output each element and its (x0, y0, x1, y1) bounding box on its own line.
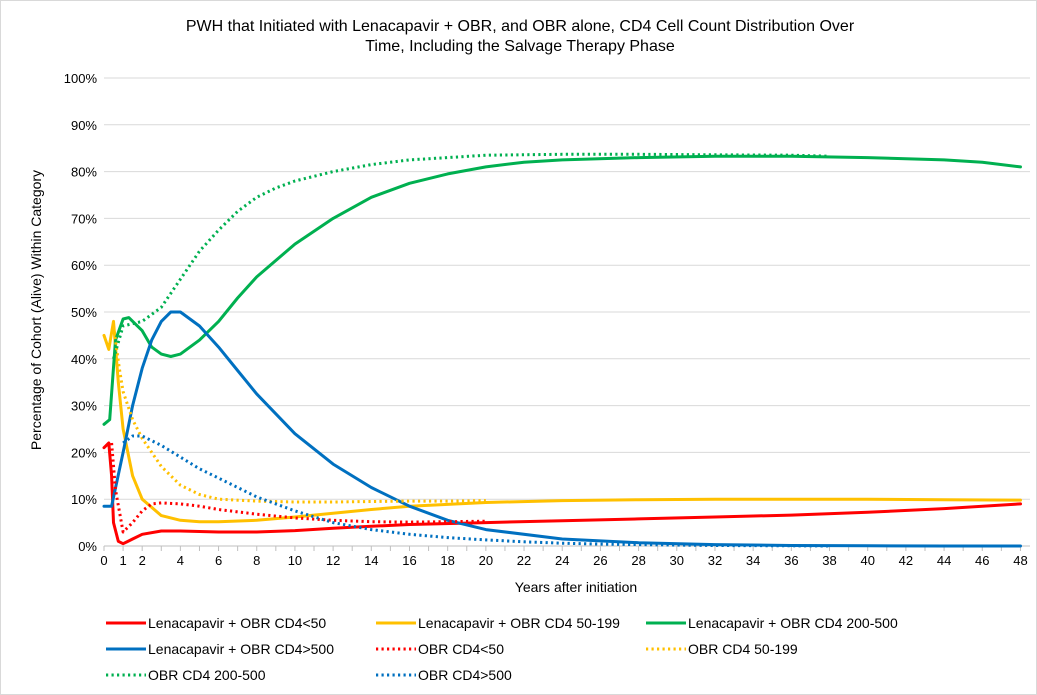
legend-label: OBR CD4<50 (418, 641, 504, 657)
legend-label: OBR CD4 200-500 (148, 667, 266, 683)
y-tick-label: 70% (71, 211, 97, 226)
y-tick-label: 60% (71, 258, 97, 273)
x-tick-label: 36 (784, 553, 798, 568)
x-tick-label: 4 (177, 553, 184, 568)
x-tick-label: 46 (975, 553, 989, 568)
x-tick-label: 28 (631, 553, 645, 568)
x-tick-label: 16 (402, 553, 416, 568)
x-tick-label: 30 (670, 553, 684, 568)
x-tick-label: 1 (119, 553, 126, 568)
y-tick-label: 40% (71, 352, 97, 367)
x-tick-label: 12 (326, 553, 340, 568)
tick-labels: 0%10%20%30%40%50%60%70%80%90%100%0 1 2 4 6 8 1… (64, 71, 1028, 568)
gridlines (104, 77, 1030, 500)
y-axis-title: Percentage of Cohort (Alive) Within Cate… (28, 170, 44, 450)
series-line (102, 310, 1022, 548)
legend-label: Lenacapavir + OBR CD4>500 (148, 641, 334, 657)
x-tick-label: 2 (139, 553, 146, 568)
x-tick-label: 34 (746, 553, 760, 568)
y-tick-label: 100% (64, 71, 98, 86)
x-tick-label: 42 (899, 553, 913, 568)
x-tick-label: 48 (1013, 553, 1027, 568)
y-tick-label: 20% (71, 445, 97, 460)
x-tick-label: 22 (517, 553, 531, 568)
x-tick-label: 24 (555, 553, 569, 568)
y-tick-label: 30% (71, 399, 97, 414)
series-line (102, 441, 1022, 546)
chart-title-line-1: PWH that Initiated with Lenacapavir + OB… (185, 18, 855, 35)
x-tick-label: 44 (937, 553, 951, 568)
x-tick-label: 32 (708, 553, 722, 568)
x-tick-label: 6 (215, 553, 222, 568)
series-line (102, 154, 1022, 426)
legend-label: Lenacapavir + OBR CD4 200-500 (688, 615, 898, 631)
x-axis-title: Years after initiation (515, 579, 637, 595)
series-line (102, 319, 1022, 524)
x-tick-label: 18 (440, 553, 454, 568)
x-tick-label: 20 (479, 553, 493, 568)
legend-label: Lenacapavir + OBR CD4 50-199 (418, 615, 620, 631)
y-tick-label: 0% (78, 539, 97, 554)
y-tick-label: 90% (71, 118, 97, 133)
y-tick-label: 10% (71, 492, 97, 507)
legend-label: OBR CD4>500 (418, 667, 512, 683)
y-tick-label: 50% (71, 305, 97, 320)
x-tick-label: 8 (253, 553, 260, 568)
x-tick-label: 10 (288, 553, 302, 568)
legend-label: OBR CD4 50-199 (688, 641, 798, 657)
x-tick-label: 38 (822, 553, 836, 568)
x-tick-label: 26 (593, 553, 607, 568)
chart-title-line-2: Time, Including the Salvage Therapy Phas… (365, 38, 675, 55)
x-tick-label: 14 (364, 553, 378, 568)
series-line (122, 434, 830, 548)
series-line (110, 442, 486, 534)
legend-label: Lenacapavir + OBR CD4<50 (148, 615, 326, 631)
series-line (112, 152, 830, 360)
plot-series (102, 152, 1022, 548)
chart-title: PWH that Initiated with Lenacapavir + OB… (60, 17, 980, 57)
x-tick-label: 40 (860, 553, 874, 568)
y-tick-label: 80% (71, 165, 97, 180)
series-line (112, 325, 486, 504)
legend: Lenacapavir + OBR CD4<50 Lenacapavir + OB… (106, 615, 898, 683)
x-tick-label: 0 (100, 553, 107, 568)
